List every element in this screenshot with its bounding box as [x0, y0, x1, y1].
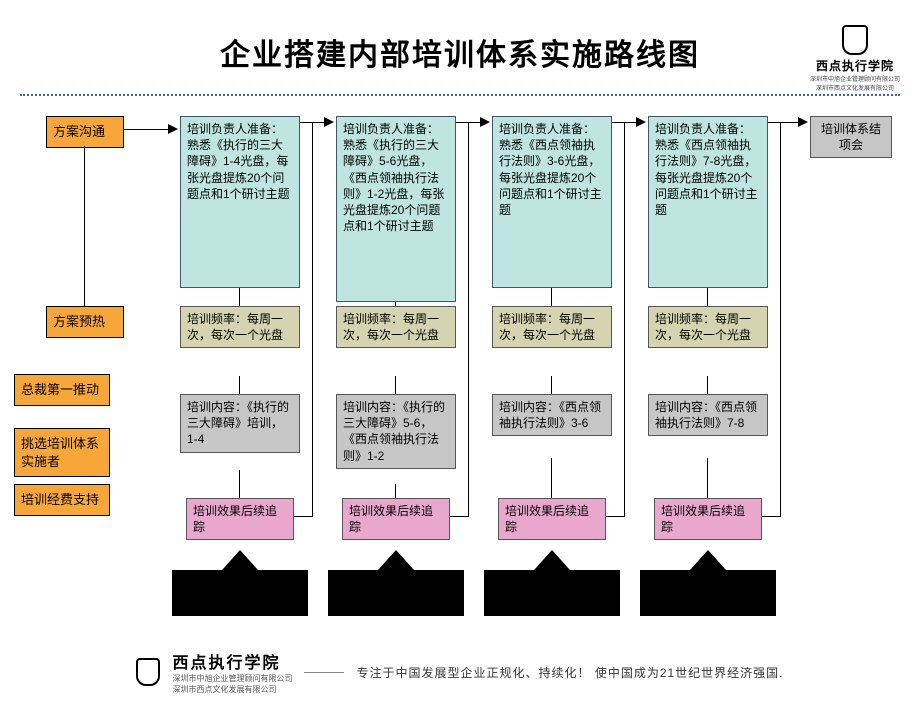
footer-divider	[304, 672, 344, 673]
col1-prep: 培训负责人准备：熟悉《执行的三大障碍》5-6光盘，《西点领袖执行法则》1-2光盘…	[336, 116, 456, 302]
arrow-stem	[698, 568, 718, 578]
brand-badge-icon	[842, 25, 868, 55]
step-preheat: 方案预热	[46, 306, 124, 338]
arrow-up-icon	[690, 550, 726, 570]
arrow-right-icon	[798, 117, 808, 127]
col1-content: 培训内容：《执行的三大障碍》5-6，《西点领袖执行法则》1-2	[336, 394, 456, 469]
col3-freq: 培训频率：每周一次，每次一个光盘	[648, 306, 768, 348]
col2-track: 培训效果后续追踪	[498, 498, 606, 540]
arrow-right-icon	[168, 124, 178, 134]
col2-prep: 培训负责人准备：熟悉《西点领袖执行法则》3-6光盘，每张光盘提炼20个问题点和1…	[492, 116, 612, 288]
brand-name: 西点执行学院	[810, 57, 900, 74]
footer-brand-sub2: 深圳市西点文化发展有限公司	[172, 684, 292, 695]
col2-freq: 培训频率：每周一次，每次一个光盘	[492, 306, 612, 348]
col2-content: 培训内容：《西点领袖执行法则》3-6	[492, 394, 612, 436]
col3-track: 培训效果后续追踪	[654, 498, 762, 540]
footer-brand-name: 西点执行学院	[172, 649, 292, 673]
col3-prep: 培训负责人准备：熟悉《西点领袖执行法则》7-8光盘，每张光盘提炼20个问题点和1…	[648, 116, 768, 288]
step-budget: 培训经费支持	[14, 484, 110, 516]
arrow-up-icon	[534, 550, 570, 570]
col1-track: 培训效果后续追踪	[342, 498, 450, 540]
col0-freq: 培训频率：每周一次，每次一个光盘	[180, 306, 300, 348]
col3-content: 培训内容：《西点领袖执行法则》7-8	[648, 394, 768, 436]
arrow-up-icon	[222, 550, 258, 570]
brand-sub2: 深圳市西点文化发展有限公司	[810, 83, 900, 92]
arrow-stem	[542, 568, 562, 578]
arrow-right-icon	[636, 117, 646, 127]
arrow-up-icon	[378, 550, 414, 570]
col0-prep: 培训负责人准备：熟悉《执行的三大障碍》1-4光盘，每张光盘提炼20个问题点和1个…	[180, 116, 300, 288]
step-ceo-push: 总裁第一推动	[14, 374, 110, 406]
footer: 西点执行学院 深圳市中旭企业管理顾问有限公司 深圳市西点文化发展有限公司 专注于…	[0, 649, 920, 695]
col1-freq: 培训频率：每周一次，每次一个光盘	[336, 306, 456, 348]
step-select-implementer: 挑选培训体系实施者	[14, 428, 110, 477]
page-title: 企业搭建内部培训体系实施路线图	[0, 30, 920, 74]
arrow-stem	[230, 568, 250, 578]
brand-logo-top: 西点执行学院 深圳市中旭企业管理顾问有限公司 深圳市西点文化发展有限公司	[810, 25, 900, 92]
arrow-right-icon	[480, 117, 490, 127]
brand-badge-icon	[136, 658, 160, 686]
footer-brand-sub: 深圳市中旭企业管理顾问有限公司	[172, 673, 292, 684]
step-communication: 方案沟通	[46, 116, 124, 148]
final-closing-meeting: 培训体系结项会	[810, 116, 892, 158]
divider-dotted	[20, 94, 900, 96]
brand-sub1: 深圳市中旭企业管理顾问有限公司	[810, 74, 900, 83]
col0-track: 培训效果后续追踪	[186, 498, 294, 540]
col0-content: 培训内容：《执行的三大障碍》培训，1-4	[180, 394, 300, 453]
footer-tagline: 专注于中国发展型企业正规化、持续化！ 使中国成为21世纪世界经济强国.	[356, 664, 783, 681]
arrow-stem	[386, 568, 406, 578]
arrow-right-icon	[324, 117, 334, 127]
